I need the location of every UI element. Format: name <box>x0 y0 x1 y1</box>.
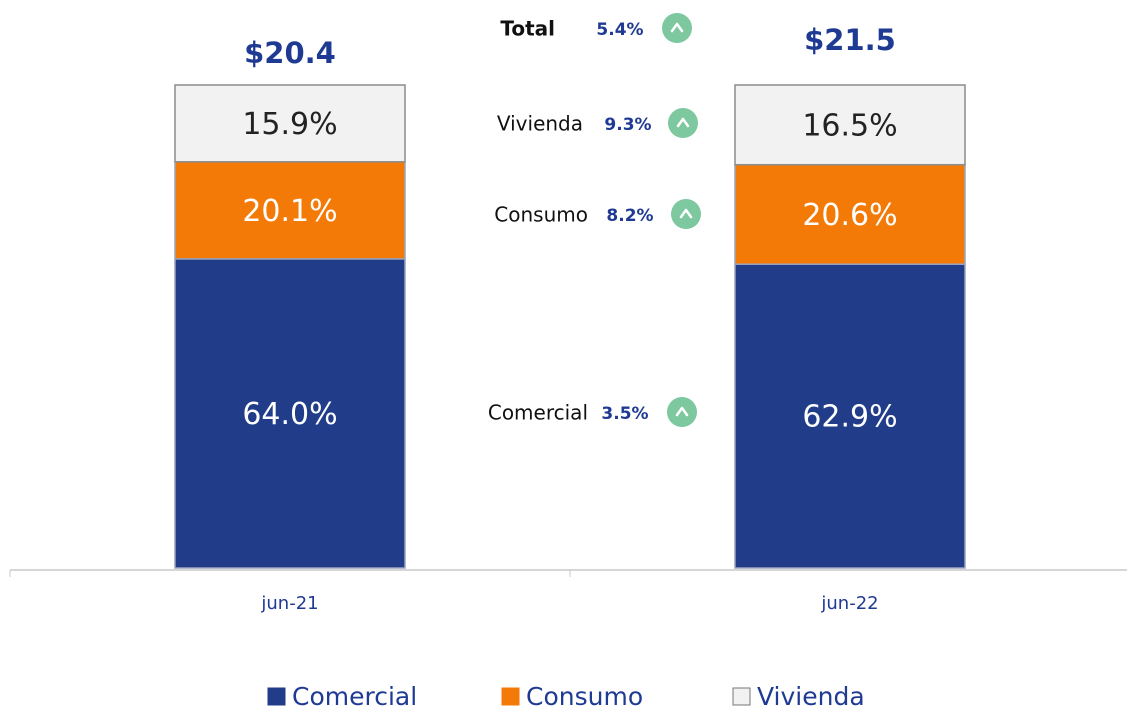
total-label: $20.4 <box>244 36 336 70</box>
value-label: 16.5% <box>802 108 897 143</box>
bar-segment <box>174 84 406 163</box>
bar-segment <box>734 263 966 569</box>
up-arrow <box>670 22 684 33</box>
bar-segment <box>734 163 966 265</box>
x-tick-label: jun-22 <box>820 593 878 614</box>
up-icon <box>662 13 692 43</box>
growth-value: 3.5% <box>601 404 648 424</box>
growth-value: 9.3% <box>604 115 651 135</box>
legend-label: Vivienda <box>757 682 865 711</box>
legend-label: Comercial <box>292 682 417 711</box>
legend-swatch <box>267 687 286 706</box>
value-label: 64.0% <box>242 397 337 432</box>
growth-name: Consumo <box>494 203 588 227</box>
value-label: 15.9% <box>242 107 337 142</box>
up-arrow <box>676 117 690 128</box>
legend-swatch <box>732 687 751 706</box>
up-icon <box>668 108 698 138</box>
value-label: 62.9% <box>802 400 897 435</box>
up-icon <box>667 397 697 427</box>
bar-segment <box>174 258 406 569</box>
legend-label: Consumo <box>526 682 643 711</box>
legend-swatch <box>501 687 520 706</box>
total-label: $21.5 <box>804 23 896 57</box>
growth-name: Total <box>500 17 555 41</box>
up-arrow <box>679 208 693 219</box>
growth-value: 8.2% <box>606 206 653 226</box>
up-icon <box>671 199 701 229</box>
growth-name: Vivienda <box>497 112 583 136</box>
bar-segment <box>734 84 966 166</box>
value-label: 20.1% <box>242 194 337 229</box>
x-tick-label: jun-21 <box>260 593 318 614</box>
up-arrow <box>675 406 689 417</box>
value-label: 20.6% <box>802 198 897 233</box>
growth-name: Comercial <box>488 401 588 425</box>
growth-value: 5.4% <box>596 20 643 40</box>
